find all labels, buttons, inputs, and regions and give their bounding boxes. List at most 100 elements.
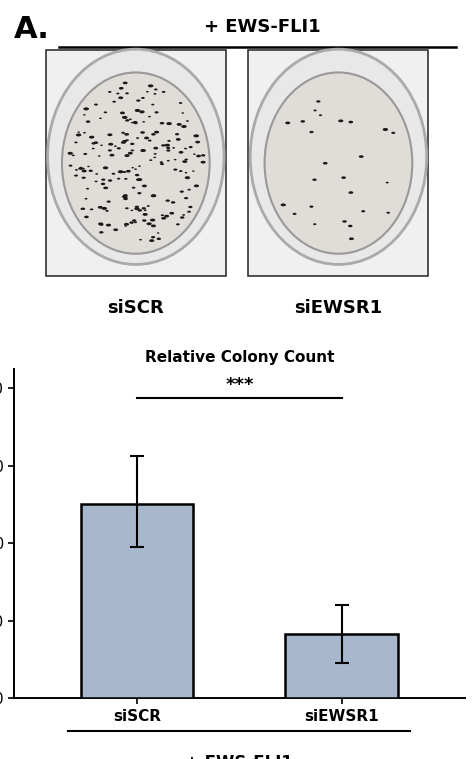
Title: Relative Colony Count: Relative Colony Count <box>145 350 334 364</box>
Ellipse shape <box>129 222 134 224</box>
Ellipse shape <box>90 209 93 210</box>
Ellipse shape <box>124 223 129 225</box>
Text: + EWS-FLI1: + EWS-FLI1 <box>203 18 320 36</box>
Ellipse shape <box>151 236 155 238</box>
Ellipse shape <box>180 216 184 219</box>
Ellipse shape <box>130 209 133 211</box>
Ellipse shape <box>105 210 109 212</box>
Ellipse shape <box>83 107 89 110</box>
Ellipse shape <box>108 91 111 93</box>
Ellipse shape <box>154 131 159 134</box>
Ellipse shape <box>349 238 354 240</box>
Ellipse shape <box>134 207 139 210</box>
Ellipse shape <box>310 131 314 134</box>
Ellipse shape <box>123 197 128 200</box>
Ellipse shape <box>135 109 140 112</box>
Ellipse shape <box>113 228 118 231</box>
Ellipse shape <box>118 96 123 99</box>
Ellipse shape <box>157 232 159 234</box>
Ellipse shape <box>138 165 141 167</box>
Ellipse shape <box>182 214 185 216</box>
Ellipse shape <box>136 99 140 102</box>
Ellipse shape <box>100 183 105 185</box>
Ellipse shape <box>341 176 346 179</box>
Ellipse shape <box>122 196 124 197</box>
Ellipse shape <box>161 214 164 216</box>
Ellipse shape <box>125 207 128 209</box>
Ellipse shape <box>301 120 305 123</box>
Ellipse shape <box>164 215 169 218</box>
Ellipse shape <box>101 178 105 181</box>
Ellipse shape <box>323 162 328 165</box>
Ellipse shape <box>89 136 94 139</box>
Ellipse shape <box>151 225 156 227</box>
Ellipse shape <box>194 184 199 187</box>
Ellipse shape <box>128 152 133 155</box>
Ellipse shape <box>109 154 115 156</box>
Ellipse shape <box>137 192 142 194</box>
Ellipse shape <box>83 114 86 115</box>
Ellipse shape <box>179 170 182 172</box>
Ellipse shape <box>86 121 91 123</box>
Ellipse shape <box>104 112 107 113</box>
Ellipse shape <box>148 84 154 87</box>
Ellipse shape <box>182 112 184 114</box>
Ellipse shape <box>180 191 184 193</box>
Ellipse shape <box>106 224 111 226</box>
Ellipse shape <box>166 150 171 152</box>
Ellipse shape <box>136 178 140 181</box>
Ellipse shape <box>386 212 390 214</box>
Ellipse shape <box>154 93 156 95</box>
Ellipse shape <box>98 206 103 209</box>
Ellipse shape <box>310 206 313 208</box>
Ellipse shape <box>101 207 107 210</box>
Text: siEWSR1: siEWSR1 <box>294 299 383 317</box>
Ellipse shape <box>177 123 182 126</box>
Ellipse shape <box>117 147 121 150</box>
Ellipse shape <box>141 97 145 99</box>
Ellipse shape <box>142 219 146 222</box>
Ellipse shape <box>75 169 78 171</box>
Ellipse shape <box>143 213 148 216</box>
Ellipse shape <box>193 153 196 155</box>
Ellipse shape <box>383 128 388 131</box>
Ellipse shape <box>142 121 145 123</box>
Ellipse shape <box>80 167 82 168</box>
Ellipse shape <box>83 153 87 155</box>
FancyBboxPatch shape <box>248 50 428 276</box>
Ellipse shape <box>123 196 128 199</box>
Ellipse shape <box>119 87 123 90</box>
Ellipse shape <box>142 184 147 187</box>
Text: ***: *** <box>225 376 254 394</box>
Ellipse shape <box>361 210 365 213</box>
Ellipse shape <box>82 169 87 172</box>
Ellipse shape <box>167 140 171 142</box>
Ellipse shape <box>179 151 183 153</box>
Ellipse shape <box>144 209 146 211</box>
Ellipse shape <box>154 89 157 90</box>
Ellipse shape <box>181 125 187 128</box>
Ellipse shape <box>186 120 189 122</box>
Ellipse shape <box>171 201 175 203</box>
Ellipse shape <box>119 87 124 90</box>
Ellipse shape <box>100 224 103 226</box>
Ellipse shape <box>126 140 129 141</box>
Ellipse shape <box>348 121 353 124</box>
Ellipse shape <box>67 152 73 155</box>
Ellipse shape <box>118 170 123 173</box>
Ellipse shape <box>185 172 187 173</box>
Ellipse shape <box>150 219 155 222</box>
Ellipse shape <box>149 239 155 242</box>
Ellipse shape <box>187 189 191 191</box>
Ellipse shape <box>151 104 155 106</box>
Ellipse shape <box>89 169 93 172</box>
Ellipse shape <box>166 146 170 149</box>
Ellipse shape <box>131 167 134 168</box>
Ellipse shape <box>184 159 188 160</box>
Ellipse shape <box>72 155 75 156</box>
Ellipse shape <box>87 165 90 167</box>
Ellipse shape <box>122 140 127 143</box>
Ellipse shape <box>74 141 78 143</box>
Ellipse shape <box>160 163 164 165</box>
Ellipse shape <box>135 174 139 176</box>
